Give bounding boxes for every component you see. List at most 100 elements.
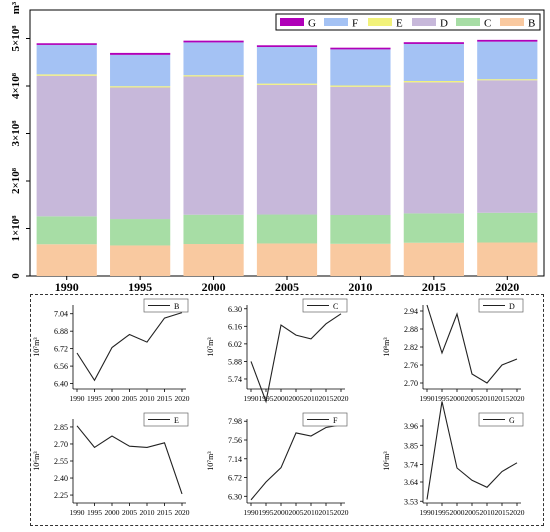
bar-segment-G-1995 — [110, 52, 171, 55]
legend-swatch-E — [368, 18, 392, 26]
bar-segment-B-2000 — [183, 244, 244, 276]
x-tick-label: 1990 — [420, 508, 435, 517]
bar-segment-F-2000 — [183, 42, 244, 76]
y-tick-label: 5.88 — [228, 357, 242, 366]
bar-segment-D-1995 — [110, 87, 171, 220]
bar-segment-B-2010 — [330, 243, 391, 276]
legend-label-C: C — [484, 18, 491, 30]
y-axis-unit-label: 10⁷m³ — [32, 337, 41, 357]
y-tick-label: 3.96 — [404, 422, 418, 431]
legend-label-F: F — [333, 416, 338, 425]
bar-segment-G-2000 — [183, 40, 244, 43]
y-axis-unit-label: 10⁷m³ — [206, 451, 215, 471]
x-tick-label: 2010 — [140, 394, 155, 403]
x-tick-label: 2000 — [105, 394, 120, 403]
bar-segment-G-2020 — [477, 39, 538, 42]
y-tick-label: 2×10⁸ — [10, 167, 22, 194]
y-tick-label: 6.30 — [228, 492, 242, 501]
y-tick-label: 6.88 — [54, 327, 68, 336]
bar-segment-G-2010 — [330, 47, 391, 50]
x-tick-label: 2010 — [304, 394, 319, 403]
bar-segment-B-2020 — [477, 242, 538, 276]
x-tick-label: 2015 — [319, 394, 334, 403]
bar-segment-D-2005 — [256, 84, 318, 215]
data-line-D — [426, 304, 518, 384]
y-tick-label: 2.70 — [404, 379, 418, 388]
y-tick-label: 3.74 — [404, 461, 418, 470]
y-tick-label: 2.85 — [54, 423, 68, 432]
y-tick-label: 7.98 — [228, 417, 242, 426]
line-chart-G: 3.53 3.64 3.74 3.85 3.96 1990 1995 2000 2005 2010… — [382, 401, 525, 517]
x-tick-label: 1990 — [420, 394, 435, 403]
x-tick-label: 2020 — [175, 508, 190, 517]
bar-segment-F-2015 — [403, 43, 464, 82]
legend-label-D: D — [509, 302, 515, 311]
x-tick-label: 1990 — [55, 280, 79, 292]
x-tick-label: 2000 — [274, 508, 289, 517]
data-line-B — [76, 312, 183, 382]
bar-segment-C-1990 — [36, 216, 97, 245]
x-tick-label: 2000 — [274, 394, 289, 403]
bar-segment-D-2000 — [183, 76, 244, 215]
bar-segment-C-2010 — [330, 215, 391, 244]
x-tick-label: 1995 — [259, 508, 274, 517]
x-tick-label: 2020 — [510, 394, 525, 403]
legend-label-F: F — [352, 18, 358, 30]
legend-swatch-B — [500, 18, 524, 26]
y-tick-label: 7.04 — [54, 310, 68, 319]
bar-segment-E-2005 — [256, 83, 318, 85]
x-tick-label: 2010 — [348, 280, 372, 292]
bar-segment-D-2015 — [403, 82, 464, 214]
data-line-E — [76, 425, 183, 495]
legend-swatch-D — [412, 18, 436, 26]
bar-segment-G-1990 — [36, 43, 97, 45]
y-tick-label: 6.72 — [228, 474, 242, 483]
x-tick-label: 2010 — [304, 508, 319, 517]
legend-label-B: B — [174, 302, 179, 311]
data-line-C — [250, 313, 342, 404]
x-tick-label: 2005 — [289, 508, 304, 517]
x-tick-label: 2010 — [140, 508, 155, 517]
bar-segment-F-2010 — [330, 49, 391, 86]
legend-label-C: C — [333, 302, 338, 311]
y-tick-label: 6.30 — [228, 305, 242, 314]
x-tick-label: 2015 — [495, 508, 510, 517]
bar-segment-F-2005 — [256, 47, 318, 84]
bar-segment-G-2015 — [403, 42, 464, 44]
y-tick-label: 6.16 — [228, 322, 242, 331]
legend-label-E: E — [396, 18, 403, 30]
y-tick-label: 2.40 — [54, 474, 68, 483]
x-tick-label: 2005 — [289, 394, 304, 403]
x-tick-label: 2015 — [157, 394, 172, 403]
bar-segment-D-2020 — [477, 80, 538, 213]
bar-segment-E-2015 — [403, 81, 464, 83]
y-tick-label: 3.85 — [404, 441, 418, 450]
y-tick-label: 2.82 — [404, 343, 418, 352]
x-tick-label: 1990 — [244, 394, 259, 403]
y-tick-label: 6.56 — [54, 362, 68, 371]
line-chart-E: 2.25 2.40 2.55 2.70 2.85 1990 1995 2000 2005 2010… — [32, 412, 190, 517]
y-tick-label: 0 — [10, 273, 22, 279]
legend-swatch-C — [456, 18, 480, 26]
bar-segment-E-2020 — [477, 79, 538, 81]
x-tick-label: 2005 — [122, 508, 137, 517]
y-tick-label: 3.53 — [404, 497, 418, 506]
x-tick-label: 2005 — [122, 394, 137, 403]
bar-segment-G-2005 — [256, 45, 318, 48]
y-axis-unit-label: 10⁶m³ — [382, 451, 391, 471]
legend-swatch-G — [280, 18, 304, 26]
x-tick-label: 2010 — [480, 508, 495, 517]
legend-label-B: B — [528, 18, 535, 30]
y-tick-label: 5×10⁸ — [10, 25, 22, 52]
x-tick-label: 2005 — [465, 508, 480, 517]
x-tick-label: 2010 — [480, 394, 495, 403]
bar-segment-C-2005 — [256, 214, 318, 244]
y-tick-label: 2.25 — [54, 491, 68, 500]
x-tick-label: 1990 — [70, 508, 85, 517]
bar-segment-B-2005 — [256, 243, 318, 276]
x-tick-label: 1990 — [244, 508, 259, 517]
bar-segment-C-2015 — [403, 213, 464, 243]
x-tick-label: 2000 — [450, 394, 465, 403]
legend-swatch-F — [324, 18, 348, 26]
